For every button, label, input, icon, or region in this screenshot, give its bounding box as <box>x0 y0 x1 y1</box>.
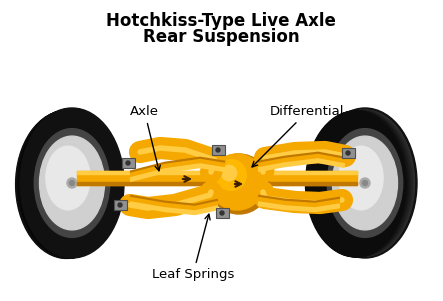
Ellipse shape <box>339 146 383 210</box>
Ellipse shape <box>209 154 269 214</box>
Bar <box>216 208 229 218</box>
Ellipse shape <box>314 110 413 256</box>
Ellipse shape <box>307 111 407 257</box>
Ellipse shape <box>311 110 412 256</box>
Ellipse shape <box>17 110 120 258</box>
Ellipse shape <box>222 165 237 181</box>
Ellipse shape <box>20 109 122 257</box>
Ellipse shape <box>312 110 412 256</box>
Ellipse shape <box>20 109 122 257</box>
Ellipse shape <box>313 108 417 258</box>
Ellipse shape <box>19 110 120 258</box>
Ellipse shape <box>307 111 407 257</box>
Ellipse shape <box>307 111 408 257</box>
Ellipse shape <box>70 181 74 185</box>
Text: Leaf Springs: Leaf Springs <box>152 214 234 281</box>
Ellipse shape <box>16 110 118 258</box>
Ellipse shape <box>209 154 265 210</box>
Bar <box>122 158 135 168</box>
Ellipse shape <box>126 161 130 165</box>
Ellipse shape <box>362 181 368 185</box>
Ellipse shape <box>118 203 122 207</box>
Ellipse shape <box>312 110 412 256</box>
Ellipse shape <box>34 129 110 237</box>
Bar <box>77 171 209 174</box>
Ellipse shape <box>333 136 397 230</box>
Bar <box>114 200 127 210</box>
Bar <box>77 182 209 185</box>
Ellipse shape <box>311 110 411 256</box>
Ellipse shape <box>309 110 409 256</box>
Ellipse shape <box>220 211 224 215</box>
Ellipse shape <box>310 110 409 256</box>
Text: Axle: Axle <box>130 105 160 171</box>
Ellipse shape <box>20 108 124 258</box>
Ellipse shape <box>306 111 405 257</box>
Ellipse shape <box>17 110 119 258</box>
Ellipse shape <box>308 111 408 257</box>
Text: Rear Suspension: Rear Suspension <box>143 28 299 46</box>
Ellipse shape <box>19 110 121 257</box>
Ellipse shape <box>360 178 370 188</box>
Ellipse shape <box>67 178 77 188</box>
Ellipse shape <box>308 111 408 257</box>
Ellipse shape <box>16 110 117 259</box>
Bar <box>265 171 357 185</box>
Ellipse shape <box>310 110 410 256</box>
Ellipse shape <box>315 110 415 256</box>
Ellipse shape <box>18 110 120 258</box>
Ellipse shape <box>306 111 406 257</box>
Text: Hotchkiss-Type Live Axle: Hotchkiss-Type Live Axle <box>106 12 336 30</box>
Ellipse shape <box>314 110 414 256</box>
Ellipse shape <box>327 129 403 237</box>
Bar <box>342 148 355 158</box>
Ellipse shape <box>216 148 220 152</box>
Ellipse shape <box>311 110 411 256</box>
Bar <box>265 171 357 174</box>
Ellipse shape <box>216 160 246 191</box>
Ellipse shape <box>313 110 413 256</box>
Bar <box>265 182 357 185</box>
Text: Differential: Differential <box>252 105 345 167</box>
Ellipse shape <box>46 146 90 210</box>
Bar <box>77 171 209 185</box>
Ellipse shape <box>39 136 105 230</box>
Bar <box>212 145 225 155</box>
Ellipse shape <box>346 151 350 155</box>
